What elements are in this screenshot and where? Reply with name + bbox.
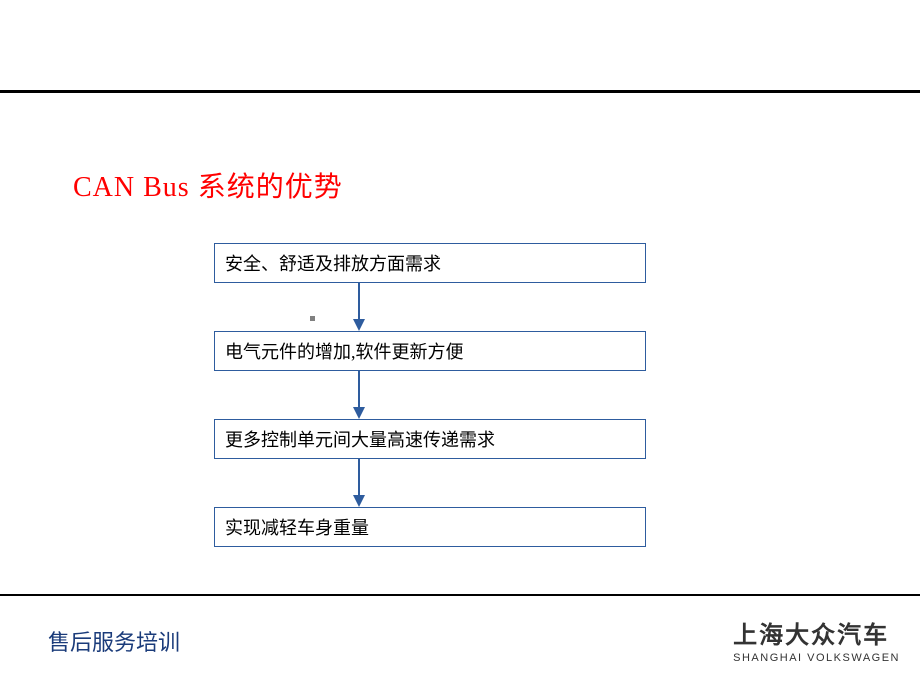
arrow-down-icon xyxy=(349,283,369,331)
footer-left-text: 售后服务培训 xyxy=(48,625,180,657)
footer-brand: 上海大众汽车 SHANGHAI VOLKSWAGEN xyxy=(733,615,900,664)
flow-box-2: 电气元件的增加,软件更新方便 xyxy=(214,331,646,371)
arrow-3-container xyxy=(309,459,654,507)
arrow-2-container xyxy=(309,371,654,419)
flow-box-3: 更多控制单元间大量高速传递需求 xyxy=(214,419,646,459)
flow-box-4: 实现减轻车身重量 xyxy=(214,507,646,547)
top-divider xyxy=(0,90,920,93)
flowchart: 安全、舒适及排放方面需求 电气元件的增加,软件更新方便 更多控制单元间大量高速传… xyxy=(214,243,654,547)
flow-box-1: 安全、舒适及排放方面需求 xyxy=(214,243,646,283)
brand-chinese: 上海大众汽车 xyxy=(733,615,900,650)
title-text: CAN Bus 系统的优势 xyxy=(73,172,343,203)
bottom-divider xyxy=(0,594,920,596)
arrow-down-icon xyxy=(349,371,369,419)
arrow-down-icon xyxy=(349,459,369,507)
brand-english: SHANGHAI VOLKSWAGEN xyxy=(733,652,900,664)
arrow-1-container xyxy=(309,283,654,331)
slide-title: CAN Bus 系统的优势 xyxy=(73,165,343,205)
